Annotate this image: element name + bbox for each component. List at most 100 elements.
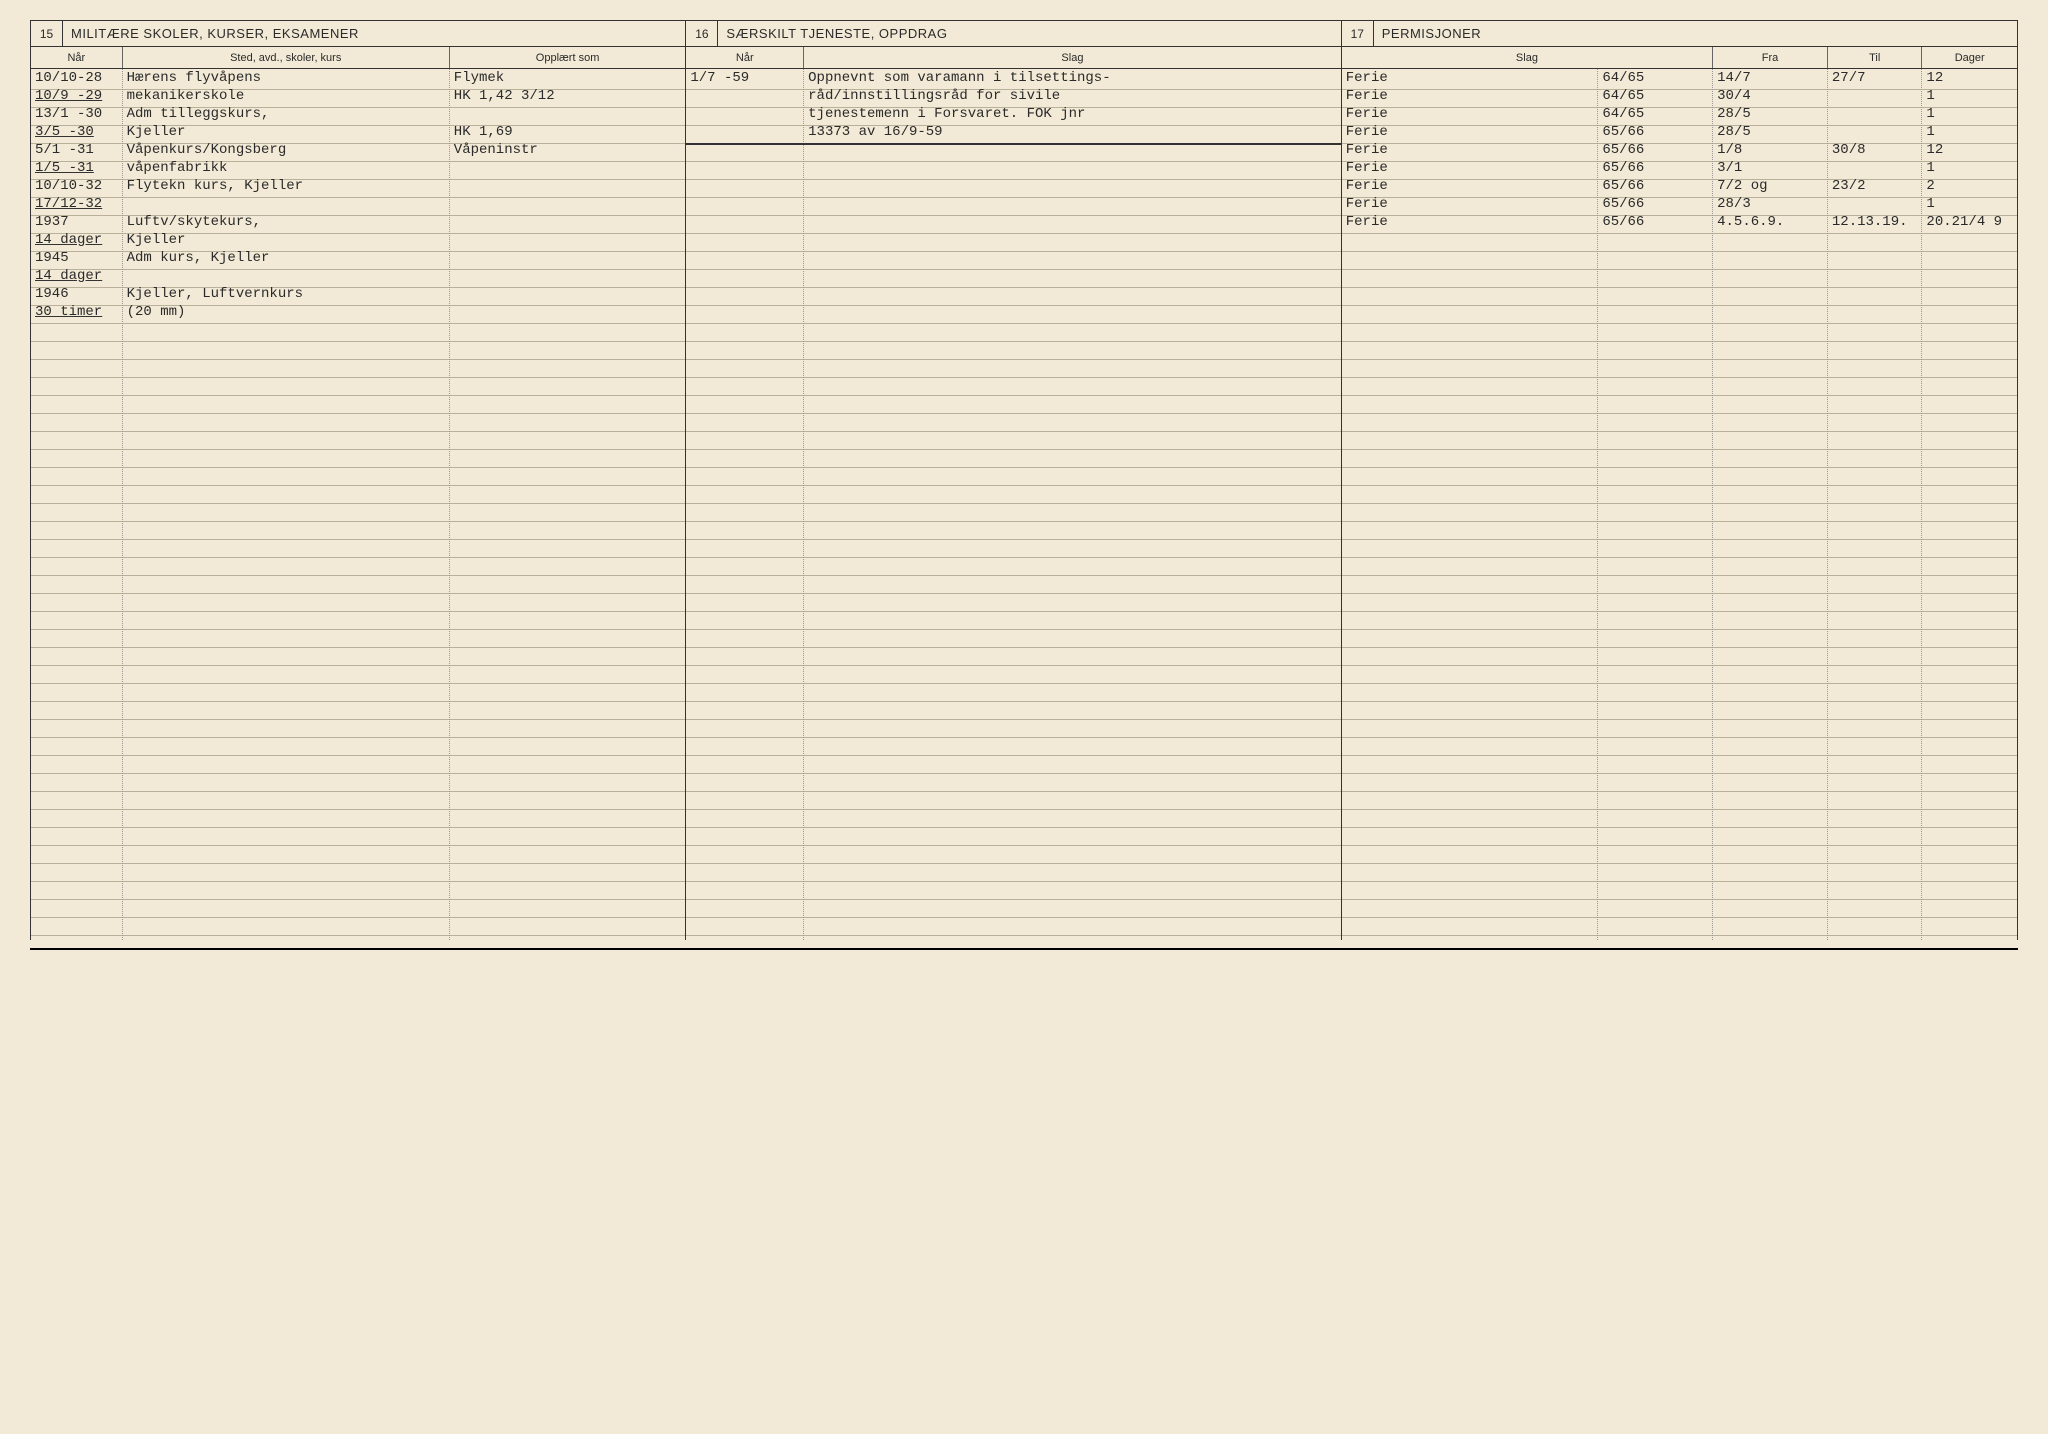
table-cell: Flytekn kurs, Kjeller: [123, 177, 450, 195]
table-cell: 65/66: [1598, 159, 1713, 177]
table-cell: mekanikerskole: [123, 87, 450, 105]
section-15-col-headers: Når Sted, avd., skoler, kurs Opplært som: [31, 47, 685, 69]
table-row: 1937Luftv/skytekurs,: [31, 213, 685, 231]
table-cell: Adm kurs, Kjeller: [123, 249, 450, 267]
table-row: Ferie65/6628/51: [1342, 123, 2017, 141]
table-cell: [450, 285, 686, 303]
section-17-number: 17: [1342, 21, 1374, 46]
table-cell: 20.21/4 9: [1922, 213, 2017, 231]
table-cell: 30/4: [1713, 87, 1828, 105]
table-cell: 1945: [31, 249, 123, 267]
table-cell: [450, 177, 686, 195]
section-16: 16 SÆRSKILT TJENESTE, OPPDRAG Når Slag 1…: [686, 21, 1341, 940]
table-cell: 64/65: [1598, 105, 1713, 123]
table-row: 13/1 -30Adm tilleggskurs,: [31, 105, 685, 123]
table-cell: 65/66: [1598, 195, 1713, 213]
table-cell: [1828, 87, 1923, 105]
table-cell: [686, 105, 804, 123]
table-row: Ferie64/6514/727/712: [1342, 69, 2017, 87]
table-cell: våpenfabrikk: [123, 159, 450, 177]
table-row: Ferie65/6628/31: [1342, 195, 2017, 213]
table-cell: Adm tilleggskurs,: [123, 105, 450, 123]
table-cell: 12.13.19.: [1828, 213, 1923, 231]
table-cell: 14/7: [1713, 69, 1828, 87]
table-cell: [450, 249, 686, 267]
table-row: 1/5 -31våpenfabrikk: [31, 159, 685, 177]
table-cell: [123, 195, 450, 213]
section-16-col-headers: Når Slag: [686, 47, 1340, 69]
table-cell: Våpeninstr: [450, 141, 686, 159]
table-cell: 65/66: [1598, 141, 1713, 159]
table-cell: [123, 267, 450, 285]
table-row: 1/7 -59Oppnevnt som varamann i tilsettin…: [686, 69, 1340, 87]
table-cell: HK 1,69: [450, 123, 686, 141]
table-cell: 13/1 -30: [31, 105, 123, 123]
table-row: 17/12-32: [31, 195, 685, 213]
table-cell: [686, 87, 804, 105]
table-cell: råd/innstillingsråd for sivile: [804, 87, 1341, 105]
table-cell: 10/10-32: [31, 177, 123, 195]
table-cell: 3/1: [1713, 159, 1828, 177]
table-row: Ferie65/661/830/812: [1342, 141, 2017, 159]
table-cell: Våpenkurs/Kongsberg: [123, 141, 450, 159]
section-16-number: 16: [686, 21, 718, 46]
section-17: 17 PERMISJONER Slag Fra Til Dager Ferie6…: [1342, 21, 2017, 940]
table-cell: [450, 159, 686, 177]
table-row: 13373 av 16/9-59: [686, 123, 1340, 141]
table-row: råd/innstillingsråd for sivile: [686, 87, 1340, 105]
section-15: 15 MILITÆRE SKOLER, KURSER, EKSAMENER Nå…: [31, 21, 686, 940]
table-cell: [1828, 123, 1923, 141]
table-cell: [450, 195, 686, 213]
col-header-dager: Dager: [1922, 47, 2017, 68]
table-cell: Ferie: [1342, 69, 1599, 87]
col-header-fra: Fra: [1713, 47, 1828, 68]
table-cell: 12: [1922, 141, 2017, 159]
table-cell: Ferie: [1342, 123, 1599, 141]
table-cell: 28/5: [1713, 105, 1828, 123]
table-cell: [450, 267, 686, 285]
table-cell: Luftv/skytekurs,: [123, 213, 450, 231]
table-cell: Ferie: [1342, 195, 1599, 213]
table-cell: Kjeller: [123, 231, 450, 249]
table-row: 10/10-32Flytekn kurs, Kjeller: [31, 177, 685, 195]
table-cell: 28/5: [1713, 123, 1828, 141]
section-17-title: PERMISJONER: [1374, 21, 2017, 46]
col-header-opplaert: Opplært som: [450, 47, 686, 68]
table-row: 30 timer(20 mm): [31, 303, 685, 321]
table-cell: 65/66: [1598, 213, 1713, 231]
table-cell: Kjeller, Luftvernkurs: [123, 285, 450, 303]
section-16-body: 1/7 -59Oppnevnt som varamann i tilsettin…: [686, 69, 1340, 940]
col-header-sted: Sted, avd., skoler, kurs: [123, 47, 450, 68]
table-cell: 1946: [31, 285, 123, 303]
table-row: Ferie65/663/11: [1342, 159, 2017, 177]
table-row: 10/10-28Hærens flyvåpensFlymek: [31, 69, 685, 87]
table-cell: Ferie: [1342, 213, 1599, 231]
section-15-header: 15 MILITÆRE SKOLER, KURSER, EKSAMENER: [31, 21, 685, 47]
table-cell: Flymek: [450, 69, 686, 87]
table-cell: 14 dager: [31, 231, 123, 249]
section-15-body: 10/10-28Hærens flyvåpensFlymek10/9 -29me…: [31, 69, 685, 940]
table-cell: 30 timer: [31, 303, 123, 321]
section-16-title: SÆRSKILT TJENESTE, OPPDRAG: [718, 21, 1340, 46]
table-cell: Hærens flyvåpens: [123, 69, 450, 87]
table-row: 5/1 -31Våpenkurs/KongsbergVåpeninstr: [31, 141, 685, 159]
table-row: 3/5 -30KjellerHK 1,69: [31, 123, 685, 141]
section-17-header: 17 PERMISJONER: [1342, 21, 2017, 47]
table-cell: 1: [1922, 159, 2017, 177]
table-cell: 1937: [31, 213, 123, 231]
table-cell: 1: [1922, 123, 2017, 141]
table-cell: HK 1,42 3/12: [450, 87, 686, 105]
section-15-number: 15: [31, 21, 63, 46]
table-row: 10/9 -29mekanikerskoleHK 1,42 3/12: [31, 87, 685, 105]
table-cell: 5/1 -31: [31, 141, 123, 159]
table-row: Ferie64/6530/41: [1342, 87, 2017, 105]
table-cell: 1/7 -59: [686, 69, 804, 87]
table-cell: 12: [1922, 69, 2017, 87]
table-cell: 1/8: [1713, 141, 1828, 159]
table-cell: 23/2: [1828, 177, 1923, 195]
table-cell: Kjeller: [123, 123, 450, 141]
table-row: Ferie65/667/2 og23/22: [1342, 177, 2017, 195]
table-cell: 64/65: [1598, 87, 1713, 105]
table-cell: [450, 231, 686, 249]
table-cell: [1828, 159, 1923, 177]
